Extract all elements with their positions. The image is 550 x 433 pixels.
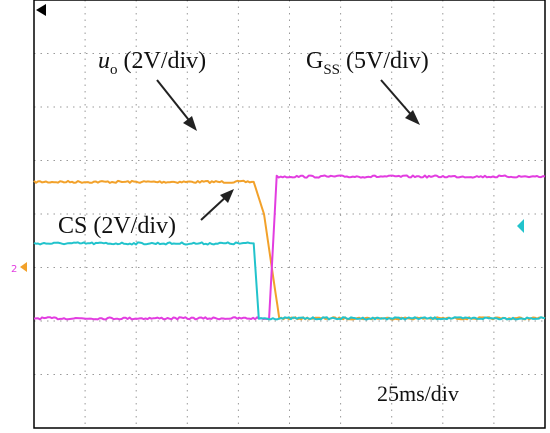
cs-label: CS (2V/div) bbox=[58, 213, 176, 239]
uo-annotation-arrow bbox=[156, 79, 197, 131]
uo-trace bbox=[33, 179, 546, 321]
gss-annotation-arrow bbox=[380, 79, 420, 125]
uo-label: uo (2V/div) bbox=[98, 48, 206, 78]
gss-label: GSS (5V/div) bbox=[306, 48, 429, 78]
plot-frame bbox=[33, 0, 546, 429]
cs-annotation-arrow bbox=[200, 189, 234, 221]
cs-trace bbox=[33, 241, 546, 321]
traces bbox=[33, 174, 546, 321]
svg-text:2: 2 bbox=[11, 264, 17, 275]
timebase-label: 25ms/div bbox=[377, 381, 459, 406]
ground-marker-icon: 2 bbox=[11, 262, 27, 275]
grid bbox=[34, 0, 545, 428]
offset-marker-icon bbox=[517, 219, 524, 233]
trigger-arrow-icon bbox=[36, 4, 46, 16]
gss-trace bbox=[33, 174, 546, 321]
